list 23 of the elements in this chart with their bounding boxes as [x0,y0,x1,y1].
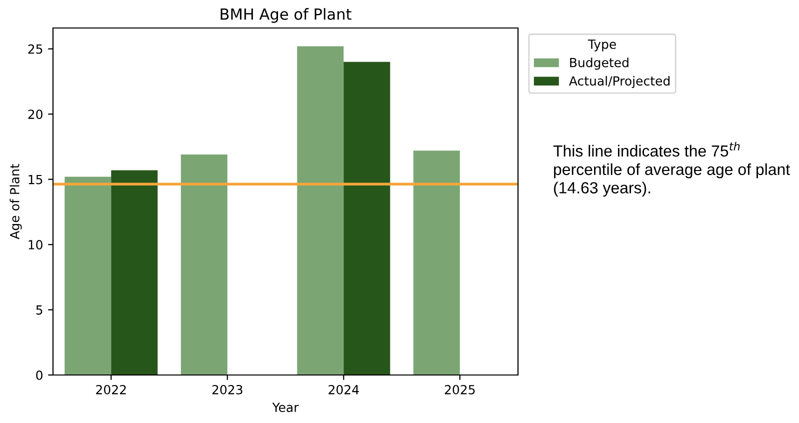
bar [64,176,112,375]
y-tick-label: 0 [36,370,42,380]
bar [297,46,344,375]
bar [111,170,158,375]
y-axis-title: Age of Plant [10,164,22,240]
x-tick-label: 2025 [444,384,475,394]
y-tick-label: 15 [28,174,42,184]
x-tick-label: 2023 [212,384,242,394]
y-tick-label: 5 [36,305,42,315]
legend-title: Type [588,40,616,52]
bar [180,154,228,375]
y-tick-label: 10 [28,240,42,250]
legend-label: Actual/Projected [569,76,670,88]
bar [344,62,390,375]
y-tick-label: 20 [28,110,42,120]
chart-title: BMH Age of Plant [220,8,352,23]
y-tick-label: 25 [28,44,42,54]
legend-label: Budgeted [570,58,628,70]
x-tick-label: 2022 [96,384,126,394]
x-axis-title: Year [272,402,299,412]
bar [413,150,460,375]
x-tick-label: 2024 [328,384,359,394]
text: This line indicates the 75$^{th}$ percentile of average age of plant (14.63 years). [553,142,790,197]
